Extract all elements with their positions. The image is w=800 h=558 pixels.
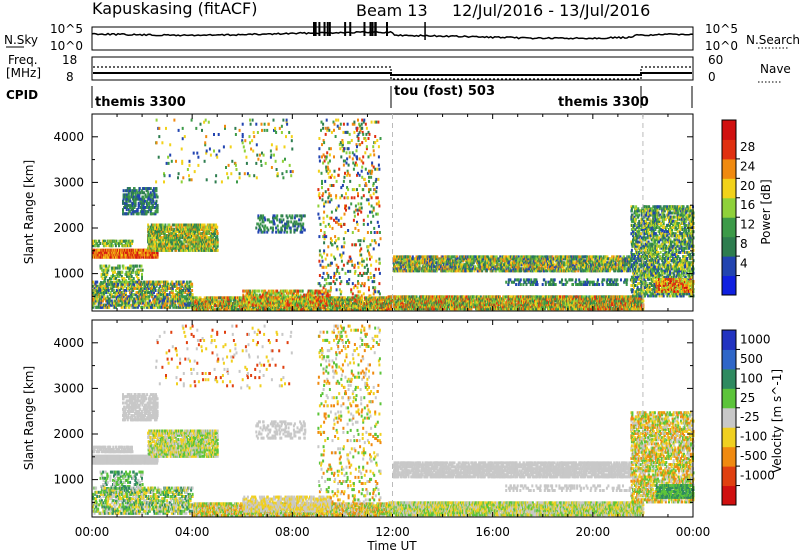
echo-point	[216, 226, 218, 229]
freq-label: Freq.	[8, 53, 38, 67]
echo-point	[131, 275, 133, 278]
echo-point	[217, 249, 219, 252]
echo-point	[156, 187, 158, 190]
echo-point	[105, 265, 107, 268]
echo-point	[302, 290, 304, 293]
echo-point	[191, 283, 193, 286]
nsky-tick-hi: 10^5	[50, 22, 83, 36]
echo-point	[99, 242, 101, 245]
echo-point	[132, 293, 134, 296]
cpid-panel: CPID themis 3300 tou (fost) 503 themis 3…	[6, 84, 692, 110]
echo-point	[329, 300, 331, 303]
echo-point	[255, 290, 257, 293]
freq-trace	[93, 73, 692, 75]
echo-point	[96, 281, 98, 284]
nave-tick-lo: 0	[708, 70, 716, 84]
echo-point	[240, 296, 242, 299]
echo-point	[154, 224, 156, 227]
date-range: 12/Jul/2016 - 13/Jul/2016	[452, 1, 650, 20]
echo-point	[150, 187, 152, 190]
echo-point	[142, 269, 144, 272]
cpid-label: CPID	[6, 88, 38, 102]
echo-point	[258, 290, 260, 293]
nsky-panel: N.Sky 10^5 10^0 10^5 10^0 N.Search	[4, 22, 800, 53]
nsearch-tick-hi: 10^5	[705, 22, 738, 36]
cpid-segment-3: themis 3300	[558, 95, 649, 110]
echo-point	[102, 277, 104, 280]
echo-point	[297, 290, 299, 293]
echo-point	[329, 304, 331, 307]
echo-point	[119, 265, 121, 268]
echo-point	[121, 271, 123, 274]
echo-point	[217, 238, 219, 241]
echo-point	[136, 281, 138, 284]
echo-point	[138, 212, 140, 215]
echo-point	[108, 265, 110, 268]
echo-point	[117, 283, 119, 286]
echo-point	[123, 189, 125, 192]
beam-label: Beam 13	[356, 1, 428, 20]
echo-point	[303, 294, 305, 297]
echo-point	[101, 265, 103, 268]
echo-point	[164, 224, 166, 227]
echo-point	[157, 204, 159, 207]
freq-unit: [MHz]	[6, 66, 41, 80]
echo-point	[129, 304, 131, 307]
power-scatter	[92, 119, 695, 312]
echo-point	[156, 200, 158, 203]
echo-point	[191, 289, 193, 292]
echo-point	[130, 265, 132, 268]
echo-point	[139, 187, 141, 190]
echo-point	[151, 212, 153, 215]
echo-point	[122, 265, 124, 268]
nsearch-label: N.Search	[746, 33, 800, 47]
echo-point	[133, 277, 135, 280]
echo-point	[112, 244, 114, 247]
echo-point	[167, 293, 169, 296]
echo-point	[252, 304, 254, 307]
echo-point	[108, 289, 110, 292]
freq-tick-hi: 18	[62, 53, 77, 67]
nave-tick-hi: 60	[708, 53, 723, 67]
echo-point	[132, 240, 134, 243]
echo-point	[114, 271, 116, 274]
echo-point	[115, 267, 117, 270]
site-title: Kapuskasing (fitACF)	[92, 0, 257, 18]
nsky-tick-lo: 10^0	[50, 39, 83, 53]
freq-tick-lo: 8	[66, 70, 74, 84]
nave-label: Nave	[760, 62, 791, 76]
echo-point	[192, 293, 194, 296]
echo-point	[157, 196, 159, 199]
nsky-trace	[92, 22, 693, 40]
nsearch-tick-lo: 10^0	[705, 39, 738, 53]
echo-point	[278, 298, 280, 301]
echo-point	[289, 296, 291, 299]
echo-point	[136, 265, 138, 268]
echo-point	[141, 273, 143, 276]
cpid-segment-1: themis 3300	[95, 95, 186, 110]
echo-point	[141, 265, 143, 268]
echo-point	[290, 290, 292, 293]
echo-point	[217, 232, 219, 235]
nsky-label: N.Sky	[4, 33, 38, 47]
echo-point	[155, 289, 157, 292]
echo-point	[278, 304, 280, 307]
nsky-line	[92, 32, 693, 39]
echo-point	[243, 290, 245, 293]
cpid-segment-2: tou (fost) 503	[394, 84, 495, 99]
freq-panel: Freq. [MHz] 18 8 60 0 Nave	[6, 53, 791, 84]
echo-point	[275, 304, 277, 307]
